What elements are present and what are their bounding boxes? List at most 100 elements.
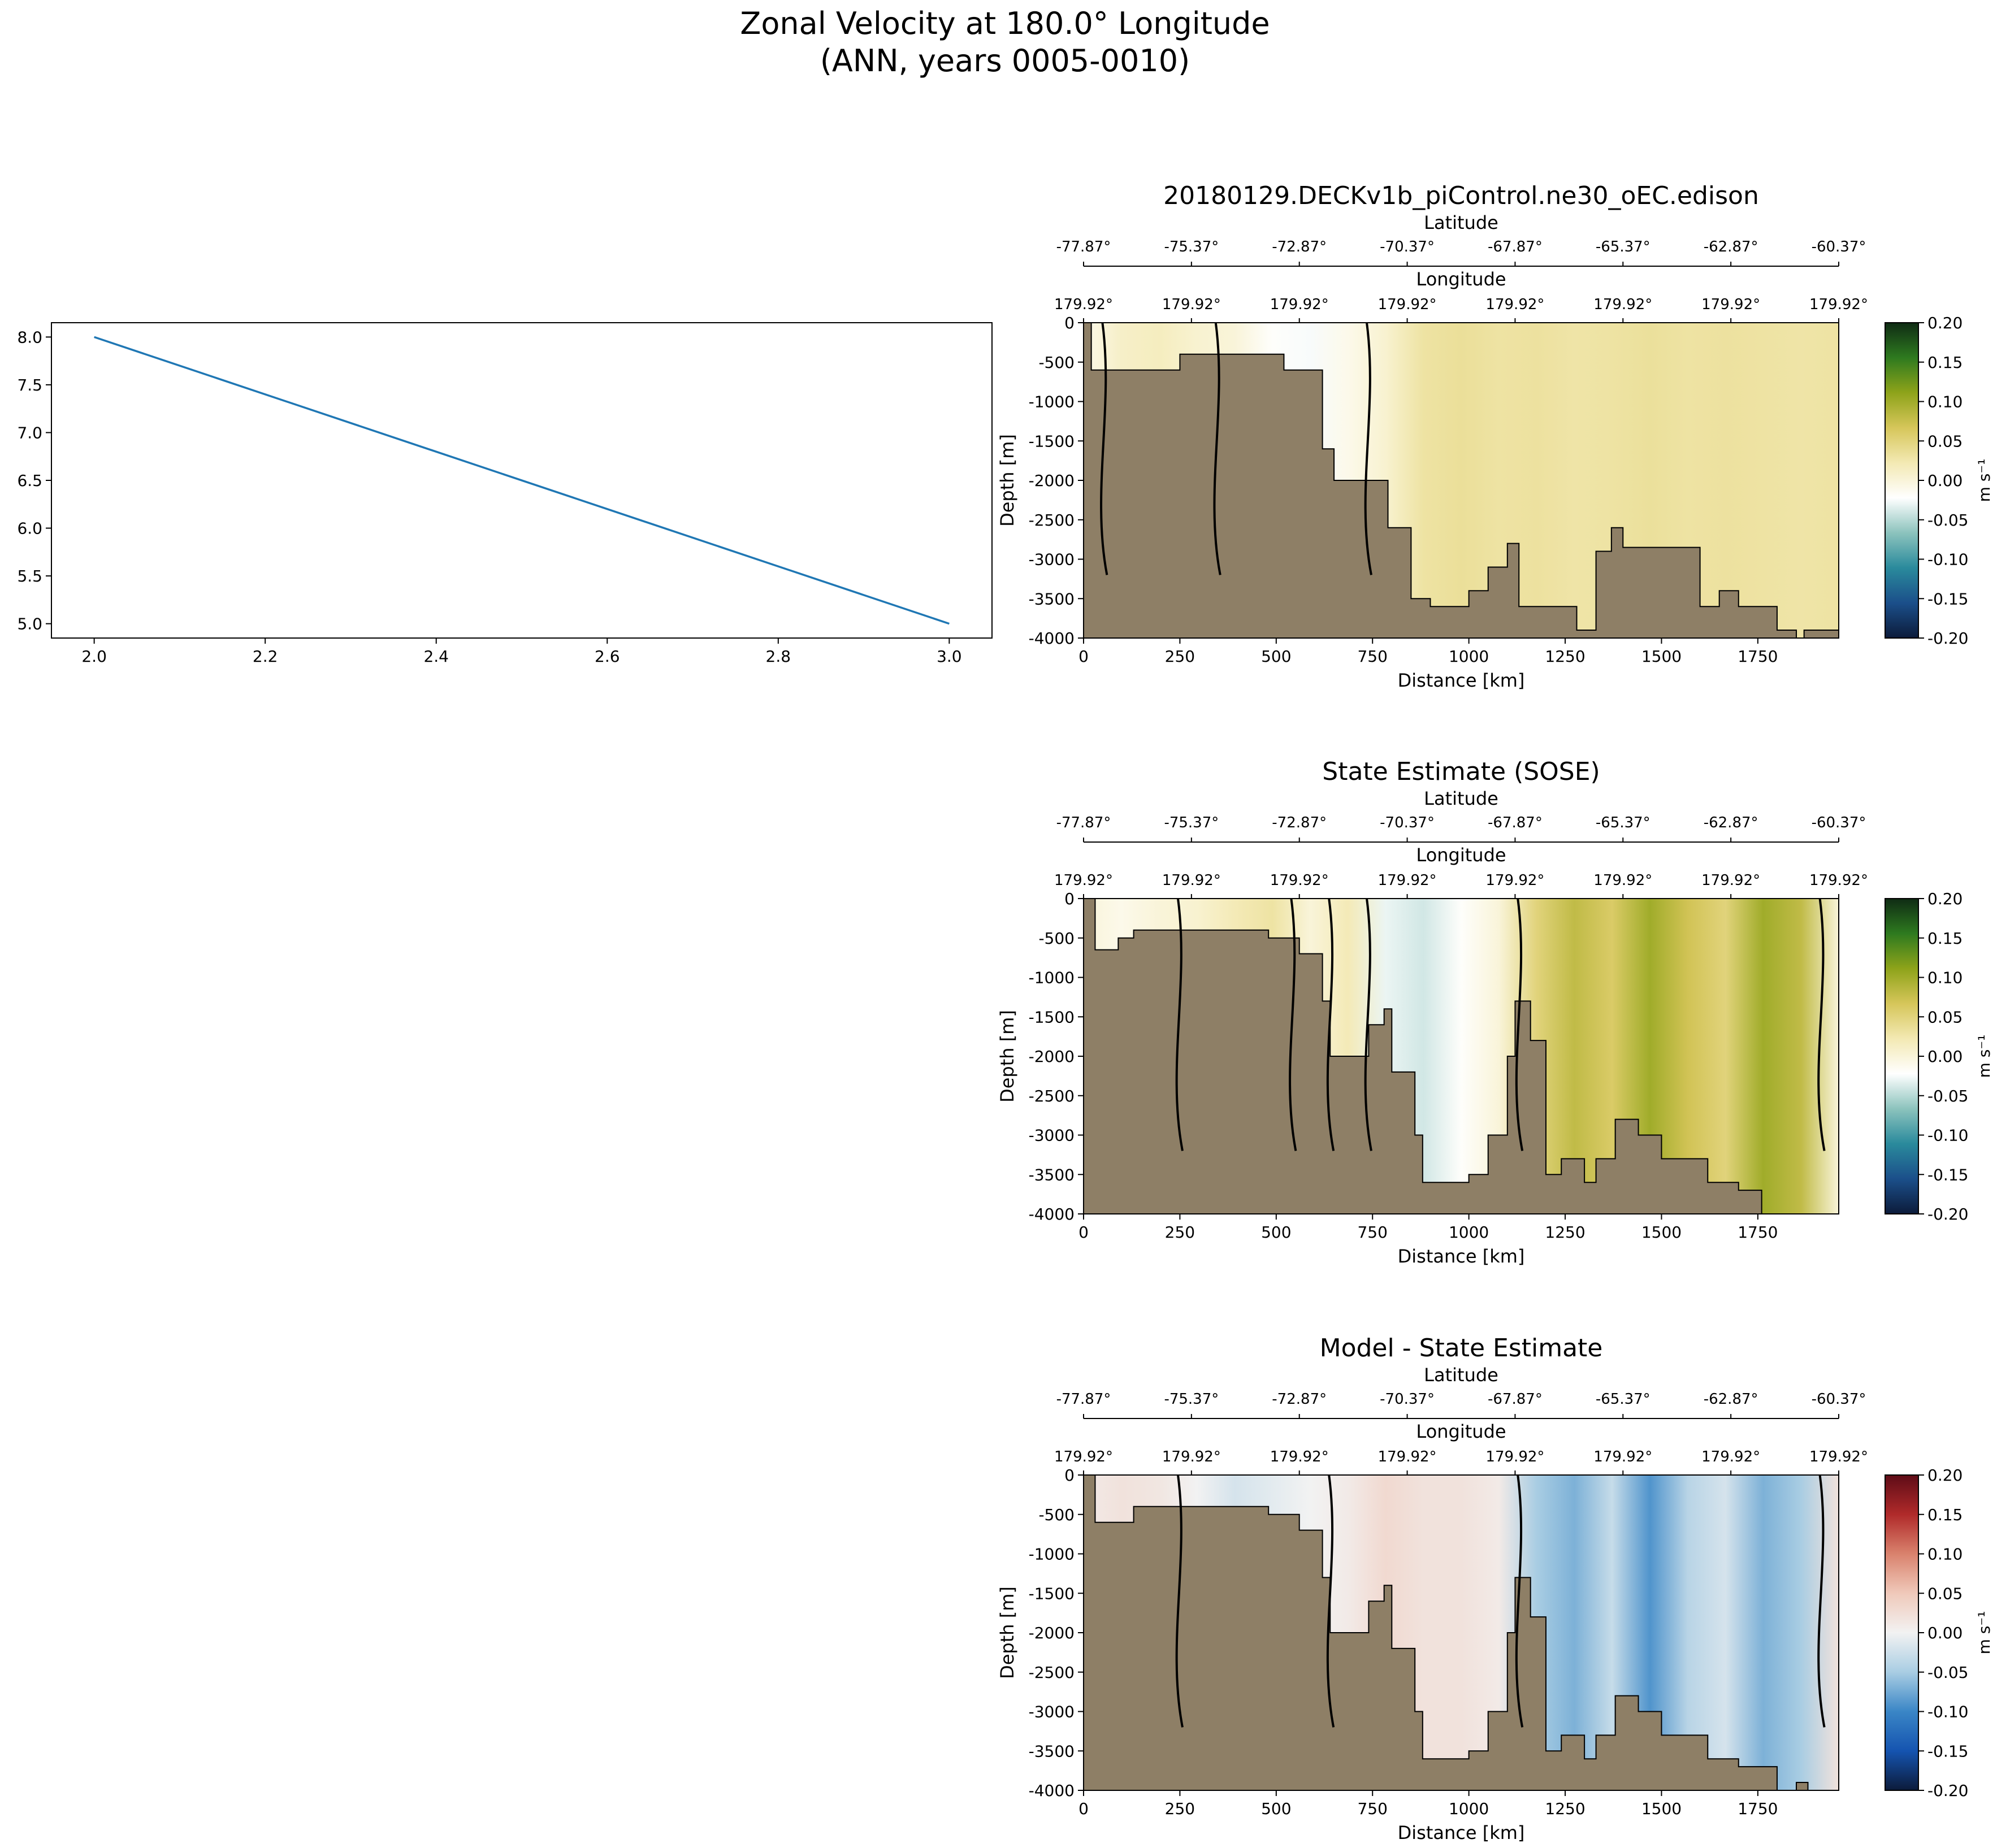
colorbar-units-label: m s⁻¹ xyxy=(1975,459,1994,502)
colorbar-tick-label: -0.20 xyxy=(1927,629,1968,648)
colorbar-tick-label: 0.20 xyxy=(1927,890,1963,908)
latitude-tick-label: -77.87° xyxy=(1056,814,1111,831)
depth-tick-label: -3500 xyxy=(1029,1165,1075,1184)
zero-contour xyxy=(1817,898,1826,1151)
latitude-tick-label: -60.37° xyxy=(1812,238,1866,255)
sose-section-panel: State Estimate (SOSE)Latitude Longitude -7… xyxy=(997,757,1994,1267)
latitude-tick-label: -72.87° xyxy=(1272,238,1327,255)
latitude-tick-label: -62.87° xyxy=(1704,238,1758,255)
colorbar-units-label: m s⁻¹ xyxy=(1975,1035,1994,1078)
zero-contour xyxy=(1175,1474,1184,1728)
longitude-tick-label: 179.92° xyxy=(1485,296,1544,313)
latitude-axis-label: Latitude xyxy=(1424,788,1498,809)
colorbar xyxy=(1885,1474,1919,1791)
depth-tick-label: -4000 xyxy=(1029,629,1075,648)
zero-contour xyxy=(1289,898,1297,1151)
distance-tick-label: 1250 xyxy=(1545,1799,1585,1818)
longitude-tick-label: 179.92° xyxy=(1162,872,1221,889)
line-chart-panel: 2.0 2.2 2.4 2.6 2.8 3.0 5.0 5.5 6.0 6.5 7.0 7.5 8.0 xyxy=(17,322,993,666)
distance-tick-label: 500 xyxy=(1261,1223,1291,1242)
depth-tick-label: -2500 xyxy=(1029,1663,1075,1682)
depth-tick-label: -2000 xyxy=(1029,1047,1075,1066)
colorbar-units-label: m s⁻¹ xyxy=(1975,1611,1994,1655)
longitude-tick-label: 179.92° xyxy=(1485,1448,1544,1465)
line-y-tick-label: 5.0 xyxy=(17,615,42,634)
line-x-tick-label: 2.4 xyxy=(423,647,449,666)
latitude-tick-label: -72.87° xyxy=(1272,1391,1327,1408)
distance-tick-label: 750 xyxy=(1357,647,1387,666)
colorbar-tick-label: -0.20 xyxy=(1927,1205,1968,1224)
distance-tick-label: 750 xyxy=(1357,1799,1387,1818)
depth-tick-label: -1000 xyxy=(1029,1545,1075,1564)
longitude-axis-label: Longitude xyxy=(1416,1421,1506,1442)
distance-tick-label: 1000 xyxy=(1449,1223,1489,1242)
bathymetry-mask xyxy=(1083,322,1839,639)
colorbar-tick-label: 0.10 xyxy=(1927,969,1963,987)
depth-tick-label: -2000 xyxy=(1029,1624,1075,1642)
line-x-tick-label: 3.0 xyxy=(937,647,962,666)
depth-tick-label: -4000 xyxy=(1029,1205,1075,1224)
latitude-tick-label: -67.87° xyxy=(1488,238,1543,255)
longitude-axis-label: Longitude xyxy=(1416,844,1506,866)
depth-tick-label: -1500 xyxy=(1029,1008,1075,1026)
longitude-tick-label: 179.92° xyxy=(1593,872,1652,889)
distance-tick-label: 0 xyxy=(1078,1799,1089,1818)
distance-axis-label: Distance [km] xyxy=(1398,670,1525,691)
distance-tick-label: 1500 xyxy=(1641,647,1682,666)
depth-tick-label: -500 xyxy=(1038,929,1075,948)
depth-tick-label: -1000 xyxy=(1029,969,1075,987)
latitude-tick-label: -70.37° xyxy=(1380,1391,1435,1408)
zero-contour xyxy=(1364,322,1372,575)
panel-title: Model - State Estimate xyxy=(1320,1334,1603,1363)
line-y-tick-label: 6.0 xyxy=(17,519,42,538)
line-x-tick-label: 2.8 xyxy=(766,647,791,666)
line-y-tick-label: 7.5 xyxy=(17,376,42,394)
zero-contour xyxy=(1817,1474,1826,1728)
distance-tick-label: 0 xyxy=(1078,1223,1089,1242)
colorbar-tick-label: 0.10 xyxy=(1927,393,1963,411)
latitude-tick-label: -77.87° xyxy=(1056,1391,1111,1408)
colorbar-tick-label: -0.10 xyxy=(1927,1126,1968,1145)
bathymetry-mask xyxy=(1083,1474,1839,1791)
zero-contour xyxy=(1326,898,1335,1151)
depth-axis-label: Depth [m] xyxy=(997,1586,1018,1679)
longitude-axis-label: Longitude xyxy=(1416,268,1506,290)
longitude-tick-label: 179.92° xyxy=(1809,872,1868,889)
colorbar-tick-label: 0.00 xyxy=(1927,1047,1963,1066)
depth-tick-label: -4000 xyxy=(1029,1781,1075,1800)
longitude-tick-label: 179.92° xyxy=(1054,872,1113,889)
distance-tick-label: 1250 xyxy=(1545,1223,1585,1242)
distance-tick-label: 0 xyxy=(1078,647,1089,666)
longitude-tick-label: 179.92° xyxy=(1378,296,1437,313)
distance-tick-label: 1000 xyxy=(1449,647,1489,666)
line-y-tick-label: 5.5 xyxy=(17,567,42,585)
distance-axis-label: Distance [km] xyxy=(1398,1246,1525,1267)
colorbar-tick-label: -0.10 xyxy=(1927,1703,1968,1721)
longitude-tick-label: 179.92° xyxy=(1701,872,1760,889)
latitude-tick-label: -65.37° xyxy=(1596,1391,1651,1408)
line-x-tick-label: 2.0 xyxy=(81,647,107,666)
depth-tick-label: 0 xyxy=(1064,314,1075,332)
distance-tick-label: 1750 xyxy=(1738,1799,1778,1818)
distance-tick-label: 750 xyxy=(1357,1223,1387,1242)
colorbar-tick-label: 0.05 xyxy=(1927,1008,1963,1026)
colorbar-tick-label: -0.20 xyxy=(1927,1781,1968,1800)
depth-tick-label: -3000 xyxy=(1029,1703,1075,1721)
distance-tick-label: 1000 xyxy=(1449,1799,1489,1818)
latitude-tick-label: -77.87° xyxy=(1056,238,1111,255)
latitude-tick-label: -75.37° xyxy=(1164,1391,1219,1408)
distance-tick-label: 1500 xyxy=(1641,1223,1682,1242)
colorbar-tick-label: 0.05 xyxy=(1927,432,1963,450)
line-series xyxy=(94,336,950,625)
latitude-axis-label: Latitude xyxy=(1424,1364,1498,1386)
latitude-tick-label: -60.37° xyxy=(1812,1391,1866,1408)
line-y-tick-label: 8.0 xyxy=(17,328,42,346)
depth-tick-label: 0 xyxy=(1064,1466,1075,1485)
longitude-tick-label: 179.92° xyxy=(1270,872,1329,889)
longitude-tick-label: 179.92° xyxy=(1162,296,1221,313)
depth-tick-label: -1500 xyxy=(1029,432,1075,450)
colorbar-tick-label: -0.05 xyxy=(1927,511,1968,530)
colorbar-tick-label: -0.05 xyxy=(1927,1087,1968,1105)
longitude-tick-label: 179.92° xyxy=(1378,872,1437,889)
